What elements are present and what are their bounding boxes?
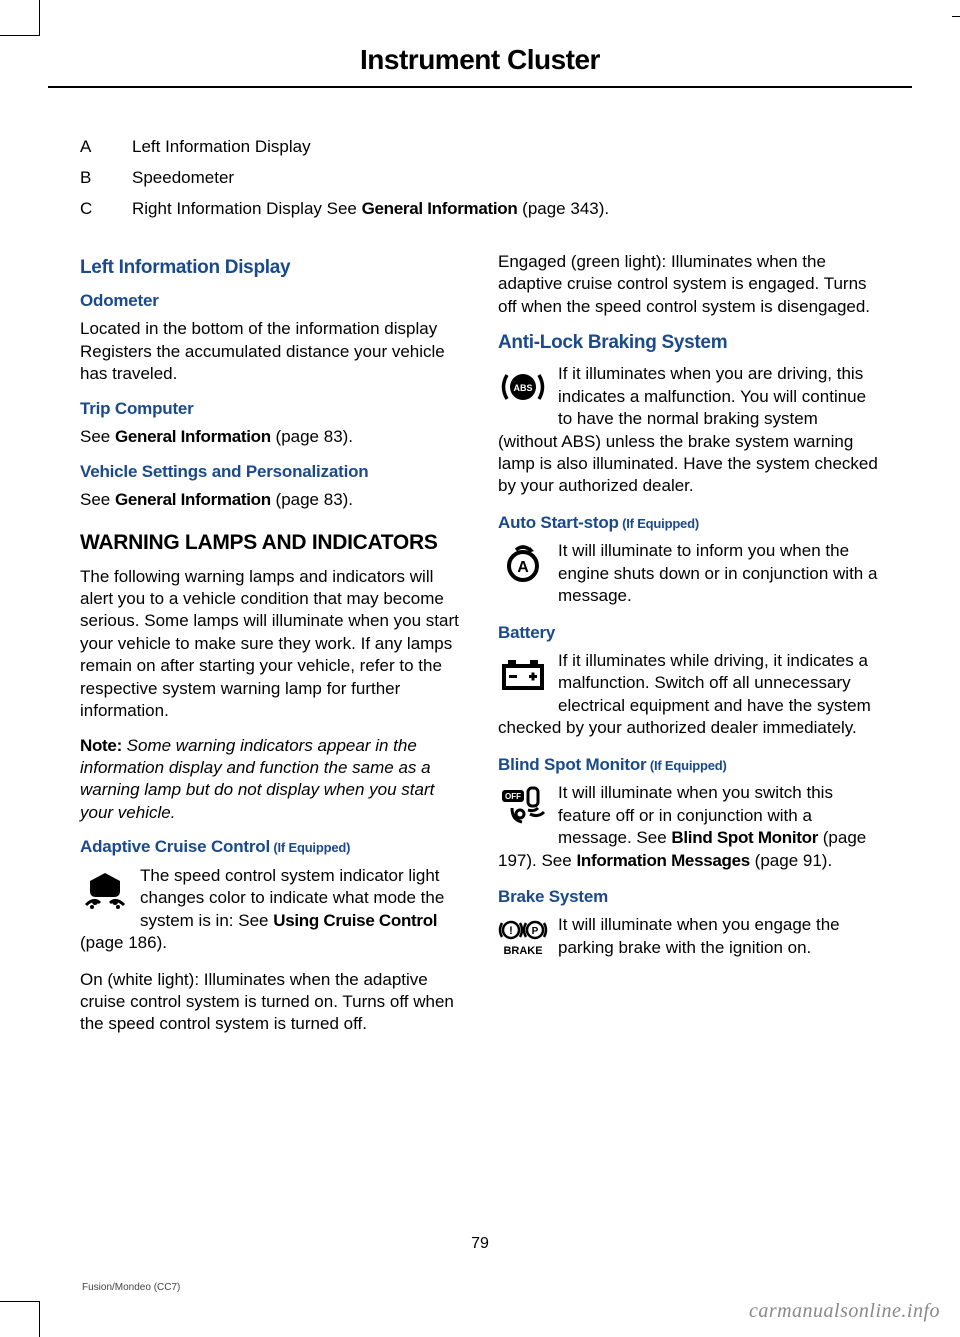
page-title: Instrument Cluster — [48, 44, 912, 76]
text: Engaged (green light): Illuminates when … — [498, 251, 880, 318]
text: It will illuminate to inform you when th… — [558, 541, 877, 605]
callout-row: A Left Information Display — [80, 136, 880, 159]
footer-model: Fusion/Mondeo (CC7) — [82, 1282, 180, 1293]
callout-text: Speedometer — [132, 167, 234, 190]
crop-mark — [0, 1301, 40, 1337]
content: A Left Information Display B Speedometer… — [48, 88, 912, 1048]
icon-paragraph: If it illuminates while driving, it indi… — [498, 650, 880, 740]
callout-list: A Left Information Display B Speedometer… — [80, 136, 880, 221]
columns: Left Information Display Odometer Locate… — [80, 247, 880, 1048]
heading-left-info: Left Information Display — [80, 255, 462, 280]
text: The following warning lamps and indicato… — [80, 566, 462, 723]
svg-text:P: P — [532, 926, 539, 937]
svg-text:BRAKE: BRAKE — [503, 945, 542, 957]
svg-text:ABS: ABS — [513, 383, 532, 393]
heading-odometer: Odometer — [80, 290, 462, 312]
brake-icon: ! P BRAKE — [498, 916, 548, 960]
svg-text:!: ! — [509, 925, 513, 937]
auto-start-stop-icon: A — [498, 542, 548, 586]
callout-letter: A — [80, 136, 132, 159]
acc-icon — [80, 867, 130, 911]
blind-spot-icon: OFF — [498, 784, 548, 828]
callout-text: Left Information Display — [132, 136, 311, 159]
abs-icon: ABS — [498, 365, 548, 409]
icon-paragraph: The speed control system indicator light… — [80, 865, 462, 955]
callout-letter: C — [80, 198, 132, 221]
heading-abs: Anti-Lock Braking System — [498, 330, 880, 355]
text: See General Information (page 83). — [80, 489, 462, 511]
callout-row: C Right Information Display See General … — [80, 198, 880, 221]
icon-paragraph: A It will illuminate to inform you when … — [498, 540, 880, 607]
text: If it illuminates when you are driving, … — [498, 364, 878, 495]
crop-mark — [0, 0, 40, 36]
heading-bsm: Blind Spot Monitor (If Equipped) — [498, 754, 880, 776]
heading-trip: Trip Computer — [80, 398, 462, 420]
right-column: Engaged (green light): Illuminates when … — [498, 247, 880, 1048]
text: Located in the bottom of the information… — [80, 318, 462, 385]
page-number: 79 — [0, 1235, 960, 1253]
heading-auto-start-stop: Auto Start-stop (If Equipped) — [498, 512, 880, 534]
callout-row: B Speedometer — [80, 167, 880, 190]
heading-battery: Battery — [498, 622, 880, 644]
icon-paragraph: ! P BRAKE It will illuminate when you enga… — [498, 914, 880, 960]
heading-warning-lamps: WARNING LAMPS AND INDICATORS — [80, 531, 462, 555]
heading-brake: Brake System — [498, 886, 880, 908]
text: See General Information (page 83). — [80, 426, 462, 448]
heading-acc: Adaptive Cruise Control (If Equipped) — [80, 836, 462, 858]
text: It will illuminate when you switch this … — [498, 783, 866, 869]
text: On (white light): Illuminates when the a… — [80, 969, 462, 1036]
watermark: carmanualsonline.info — [749, 1300, 940, 1323]
left-column: Left Information Display Odometer Locate… — [80, 247, 462, 1048]
callout-text: Right Information Display See General In… — [132, 198, 609, 221]
crop-mark — [952, 16, 960, 17]
callout-letter: B — [80, 167, 132, 190]
heading-vehicle-settings: Vehicle Settings and Personalization — [80, 461, 462, 483]
note: Note: Some warning indicators appear in … — [80, 735, 462, 825]
svg-text:A: A — [517, 559, 529, 576]
text: It will illuminate when you engage the p… — [558, 915, 840, 956]
icon-paragraph: ABS If it illuminates when you are drivi… — [498, 363, 880, 498]
battery-icon — [498, 652, 548, 696]
text: The speed control system indicator light… — [80, 866, 444, 952]
svg-text:OFF: OFF — [505, 792, 521, 801]
icon-paragraph: OFF It will illuminate when you switch t… — [498, 782, 880, 872]
text: If it illuminates while driving, it indi… — [498, 651, 871, 737]
